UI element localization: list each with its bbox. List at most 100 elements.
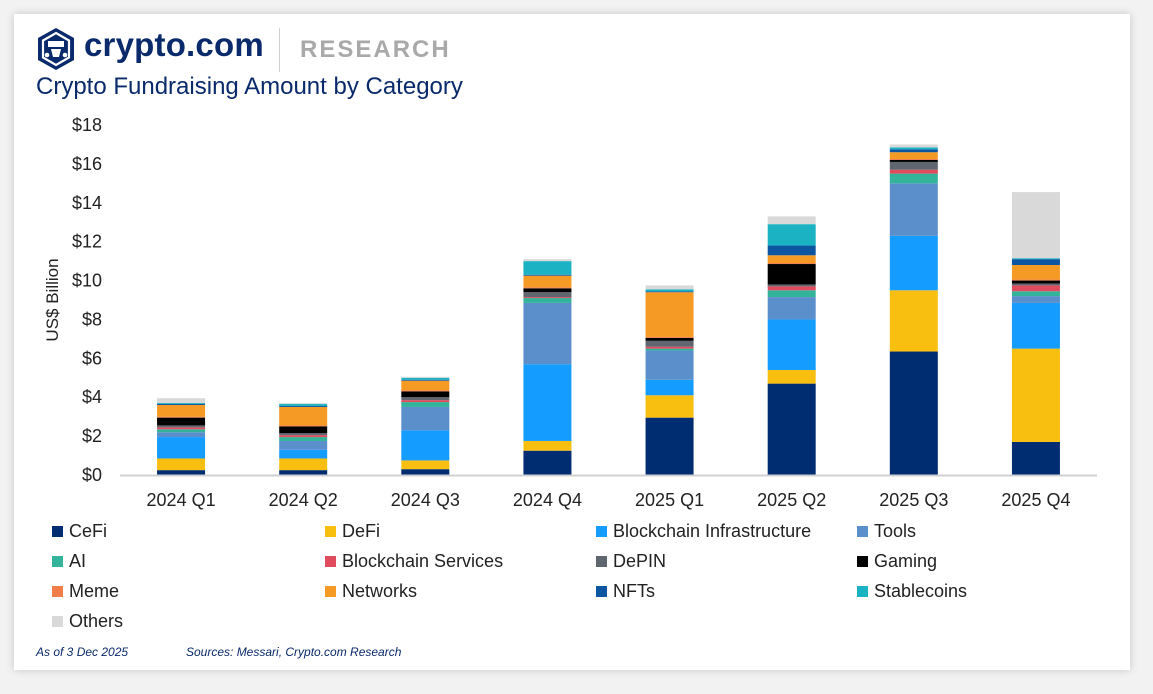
bar-segment-meme bbox=[767, 263, 816, 265]
legend-swatch-icon bbox=[52, 526, 63, 537]
bar-segment-networks bbox=[279, 406, 328, 426]
legend-swatch-icon bbox=[857, 526, 868, 537]
y-tick-label: $8 bbox=[82, 309, 102, 329]
y-tick-label: $10 bbox=[72, 271, 102, 291]
x-tick-label: 2025 Q2 bbox=[757, 490, 826, 510]
y-tick-label: $16 bbox=[72, 154, 102, 174]
legend-label: NFTs bbox=[613, 581, 655, 601]
bar-segment-meme bbox=[523, 287, 572, 289]
legend-swatch-icon bbox=[596, 586, 607, 597]
bar-segment-gaming bbox=[1011, 280, 1060, 284]
bar-segment-stablecoins bbox=[889, 147, 938, 150]
legend-swatch-icon bbox=[325, 526, 336, 537]
bar-segment-blockchain-infrastructure bbox=[889, 235, 938, 291]
bar-segment-blockchain-infrastructure bbox=[157, 437, 206, 459]
bar-segment-blockchain-infrastructure bbox=[767, 319, 816, 370]
legend-swatch-icon bbox=[857, 556, 868, 567]
bar-segment-blockchain-infrastructure bbox=[523, 364, 572, 441]
x-tick-label: 2024 Q1 bbox=[147, 490, 216, 510]
bar-segment-meme bbox=[1011, 279, 1060, 281]
y-tick-label: $14 bbox=[72, 193, 102, 213]
bar-segment-stablecoins bbox=[1011, 258, 1060, 260]
crypto-com-logo-icon bbox=[38, 28, 74, 70]
brand-name: crypto.com bbox=[84, 26, 264, 63]
bar-segment-meme bbox=[401, 390, 450, 392]
bar-segment-ai bbox=[157, 429, 206, 433]
y-tick-label: $18 bbox=[72, 115, 102, 135]
bar-segment-defi bbox=[157, 458, 206, 471]
header-divider bbox=[279, 28, 280, 72]
legend-swatch-icon bbox=[596, 556, 607, 567]
bar-segment-nfts bbox=[279, 405, 328, 407]
bar-segment-nfts bbox=[645, 291, 694, 293]
x-tick-label: 2024 Q4 bbox=[513, 490, 582, 510]
y-axis-label: US$ Billion bbox=[43, 258, 62, 341]
bar-segment-networks bbox=[767, 255, 816, 264]
bar-segment-nfts bbox=[1011, 259, 1060, 265]
bar-segment-tools bbox=[767, 297, 816, 320]
bar-segment-cefi bbox=[401, 469, 450, 475]
bar-segment-stablecoins bbox=[523, 261, 572, 275]
legend-item: NFTs bbox=[596, 581, 655, 602]
bar-segment-nfts bbox=[401, 379, 450, 381]
bar-segment-meme bbox=[279, 425, 328, 427]
bar-segment-tools bbox=[523, 302, 572, 365]
legend-item: DeFi bbox=[325, 521, 380, 542]
legend-label: Others bbox=[69, 611, 124, 631]
bar-segment-ai bbox=[1011, 291, 1060, 297]
legend-item: CeFi bbox=[52, 521, 107, 542]
bar-segment-others bbox=[767, 216, 816, 225]
bar-segment-depin bbox=[645, 340, 694, 347]
y-tick-label: $12 bbox=[72, 232, 102, 252]
bar-segment-tools bbox=[1011, 296, 1060, 303]
bar-segment-defi bbox=[523, 440, 572, 451]
bar-segment-defi bbox=[645, 395, 694, 418]
bar-segment-ai bbox=[401, 402, 450, 407]
bar-segment-stablecoins bbox=[279, 404, 328, 406]
bar-segment-gaming bbox=[157, 417, 206, 426]
bar-segment-networks bbox=[1011, 265, 1060, 280]
bar-segment-defi bbox=[767, 370, 816, 384]
bar-segment-others bbox=[645, 285, 694, 290]
bar-segment-cefi bbox=[1011, 441, 1060, 475]
bar-segment-gaming bbox=[889, 160, 938, 162]
legend-swatch-icon bbox=[325, 586, 336, 597]
as-of-date: As of 3 Dec 2025 bbox=[36, 645, 129, 659]
legend-swatch-icon bbox=[325, 556, 336, 567]
bar-segment-ai bbox=[889, 173, 938, 184]
bar-segment-others bbox=[1011, 192, 1060, 259]
legend-swatch-icon bbox=[52, 616, 63, 627]
bar-segment-nfts bbox=[157, 404, 206, 405]
y-tick-label: $4 bbox=[82, 387, 102, 407]
bar-segment-blockchain-services bbox=[889, 169, 938, 174]
bar-segment-nfts bbox=[523, 274, 572, 276]
legend-item: Blockchain Services bbox=[325, 551, 503, 572]
bar-segment-cefi bbox=[279, 470, 328, 475]
bar-segment-others bbox=[279, 403, 328, 405]
bar-segment-meme bbox=[157, 416, 206, 418]
bar-segment-ai bbox=[523, 298, 572, 303]
bar-segment-gaming bbox=[767, 264, 816, 285]
bar-segment-blockchain-infrastructure bbox=[645, 379, 694, 396]
bar-segment-nfts bbox=[889, 149, 938, 153]
legend-label: Blockchain Infrastructure bbox=[613, 521, 812, 541]
x-tick-label: 2024 Q2 bbox=[269, 490, 338, 510]
bar-segment-blockchain-services bbox=[1011, 285, 1060, 292]
legend-label: Gaming bbox=[874, 551, 938, 571]
bar-segment-gaming bbox=[279, 426, 328, 434]
chart-card bbox=[14, 14, 1130, 670]
bar-segment-meme bbox=[889, 159, 938, 160]
bar-segment-defi bbox=[279, 458, 328, 471]
bar-segment-tools bbox=[401, 406, 450, 431]
legend-label: Meme bbox=[69, 581, 120, 601]
legend-label: AI bbox=[69, 551, 87, 571]
legend-label: Tools bbox=[874, 521, 917, 541]
bar-segment-depin bbox=[1011, 283, 1060, 286]
bar-segment-depin bbox=[157, 425, 206, 428]
bar-segment-blockchain-services bbox=[523, 297, 572, 299]
bar-segment-depin bbox=[889, 161, 938, 170]
bar-segment-others bbox=[889, 144, 938, 148]
legend-item: Blockchain Infrastructure bbox=[596, 521, 811, 542]
bar-segment-gaming bbox=[401, 391, 450, 398]
